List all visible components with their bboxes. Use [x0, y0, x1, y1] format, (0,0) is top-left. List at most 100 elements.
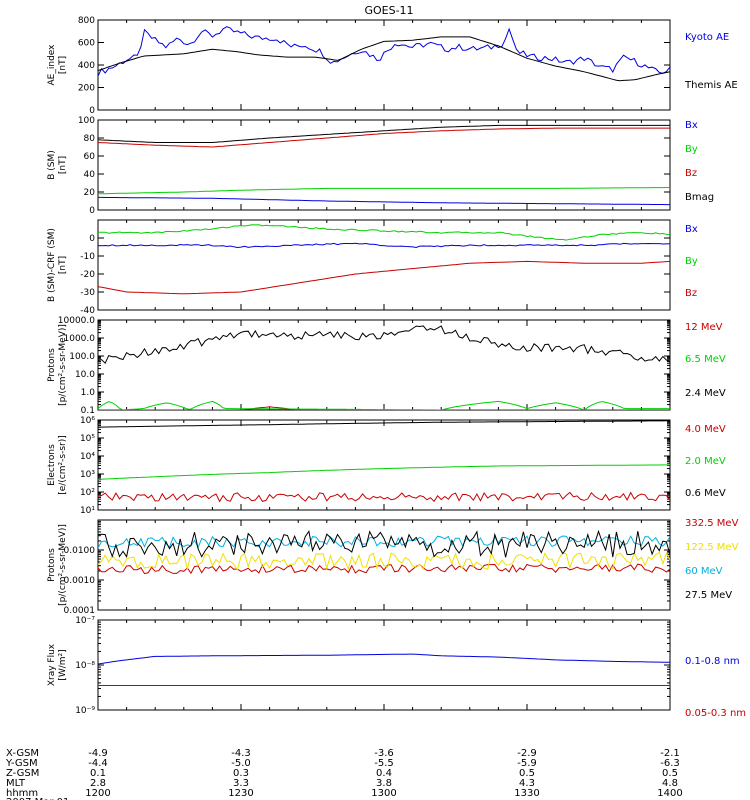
y-tick-label: 80: [84, 134, 96, 144]
bottom-tick-value: 0.1: [90, 768, 106, 779]
y-tick-label: 0: [89, 206, 95, 216]
y-tick-label: 0.0010: [64, 576, 96, 586]
y-tick-label: 200: [78, 84, 95, 94]
bottom-row-label: hhmm: [6, 788, 38, 799]
y-tick-label: 1000.0: [64, 334, 96, 344]
y-axis-label: [nT]: [58, 156, 68, 174]
y-axis-label: [nT]: [58, 56, 68, 74]
y-axis-label: [p/(cm²-s-sr-MeV)]: [58, 324, 68, 406]
bottom-tick-value: -2.9: [517, 748, 537, 759]
y-axis-label: AE_index: [47, 44, 57, 86]
legend-entry: 60 MeV: [685, 566, 723, 577]
bottom-tick-value: 4.8: [662, 778, 678, 789]
series-line-bmag: [98, 124, 670, 143]
bottom-row-label: Z-GSM: [6, 768, 39, 779]
legend-entry: 2.0 MeV: [685, 456, 726, 467]
y-axis-label: [e/(cm²-s-sr)]: [58, 435, 68, 495]
legend-entry: 4.0 MeV: [685, 424, 726, 435]
panel-b_diff: -40 -30 -20 -10 0 B (SM)-CRF (SM) [nT] Bx By Bz: [47, 219, 698, 316]
y-axis-label: Protons: [47, 348, 57, 382]
y-axis-label: Protons: [47, 548, 57, 582]
y-tick-label: 100: [78, 116, 95, 126]
y-tick-label: 10¹: [80, 506, 95, 516]
bottom-tick-value: -4.9: [88, 748, 108, 759]
y-tick-label: 10⁻⁷: [75, 616, 95, 626]
bottom-tick-value: -4.3: [231, 748, 251, 759]
panel-electrons: 10¹ 10² 10³ 10⁴ 10⁵ 10⁶ Electrons [e/(cm²-s-sr)…: [47, 416, 726, 516]
y-tick-label: 400: [78, 61, 95, 71]
y-tick-label: 10000.0: [58, 316, 95, 326]
series-line-4-0-mev: [98, 491, 670, 503]
bottom-row-label: Y-GSM: [5, 758, 38, 769]
y-tick-label: 10³: [80, 470, 95, 480]
bottom-tick-value: -6.3: [660, 758, 680, 769]
panel-protons_low: 0.1 1.0 10.0 100.0 1000.0 10000.0 Protons [p/(c…: [47, 316, 726, 416]
legend-entry: Bx: [685, 120, 698, 131]
y-tick-label: 0.1: [81, 406, 95, 416]
y-tick-label: -40: [80, 306, 95, 316]
series-line-themis-ae: [98, 36, 670, 82]
bottom-row-label: 2007 Mar 01: [6, 797, 69, 800]
bottom-tick-value: -2.1: [660, 748, 680, 759]
series-line-27-5-mev: [98, 529, 670, 558]
y-axis-label: [nT]: [58, 256, 68, 274]
y-tick-label: -10: [80, 252, 95, 262]
legend-entry: Themis AE: [684, 80, 738, 91]
legend-entry: Bx: [685, 224, 698, 235]
panel-protons_high: 0.0001 0.0010 0.0100 Protons [p/(cm²-s-sr-Me…: [47, 518, 739, 616]
y-tick-label: 10²: [80, 488, 95, 498]
bottom-tick-value: -3.6: [374, 748, 394, 759]
bottom-tick-value: -5.0: [231, 758, 251, 769]
series-line-2-4-mev: [98, 325, 670, 365]
y-tick-label: 10⁻⁸: [75, 661, 95, 671]
y-axis-label: B (SM): [47, 150, 57, 180]
y-tick-label: 10.0: [75, 370, 95, 380]
bottom-tick-value: 3.3: [233, 778, 249, 789]
series-line-2-0-mev: [98, 464, 670, 480]
bottom-tick-value: 1300: [371, 788, 396, 799]
legend-entry: By: [685, 144, 698, 155]
legend-entry: Kyoto AE: [685, 32, 729, 43]
series-line-0-6-mev: [98, 420, 670, 428]
series-line-bx: [98, 242, 670, 249]
bottom-tick-value: 0.3: [233, 768, 249, 779]
legend-entry: 2.4 MeV: [685, 388, 726, 399]
y-tick-label: 10⁶: [80, 416, 95, 426]
y-tick-label: 10⁴: [80, 452, 95, 462]
legend-entry: 332.5 MeV: [685, 518, 739, 529]
y-tick-label: 0.0100: [64, 546, 96, 556]
series-line-60-mev: [98, 535, 670, 549]
y-tick-label: 800: [78, 16, 95, 26]
y-axis-label: B (SM)-CRF (SM): [47, 228, 57, 302]
series-line-by: [98, 224, 670, 241]
y-tick-label: -20: [80, 270, 95, 280]
panel-b_sm: 0 20 40 60 80 100 B (SM) [nT] Bx By Bz Bmag: [47, 116, 714, 216]
legend-entry: 6.5 MeV: [685, 354, 726, 365]
bottom-tick-value: 1230: [228, 788, 253, 799]
series-line-332-5-mev: [98, 563, 670, 575]
y-tick-label: 60: [84, 152, 96, 162]
y-tick-label: 600: [78, 39, 95, 49]
y-tick-label: 0.0001: [64, 606, 96, 616]
series-line-bz: [98, 260, 670, 295]
bottom-tick-value: -5.5: [374, 758, 394, 769]
series-line-by: [98, 187, 670, 195]
bottom-tick-value: 1330: [514, 788, 539, 799]
legend-entry: 0.1-0.8 nm: [685, 656, 740, 667]
series-line-6-5-mev: [98, 400, 670, 410]
panel-xray: 10⁻⁹ 10⁻⁸ 10⁻⁷ Xray Flux [W/m²] 0.1-0.8 nm 0.0…: [47, 616, 746, 719]
legend-entry: 27.5 MeV: [685, 590, 732, 601]
bottom-tick-value: 0.5: [519, 768, 535, 779]
series-line-bz: [98, 127, 670, 148]
series-line-0-1-0-8-nm: [98, 653, 670, 665]
series-line-122-5-mev: [98, 551, 670, 571]
bottom-tick-value: 1400: [657, 788, 682, 799]
legend-entry: Bmag: [685, 192, 714, 203]
legend-entry: Bz: [685, 168, 697, 179]
y-axis-label: Xray Flux: [47, 643, 57, 686]
bottom-tick-value: 0.5: [662, 768, 678, 779]
panel-frame: [97, 619, 671, 711]
